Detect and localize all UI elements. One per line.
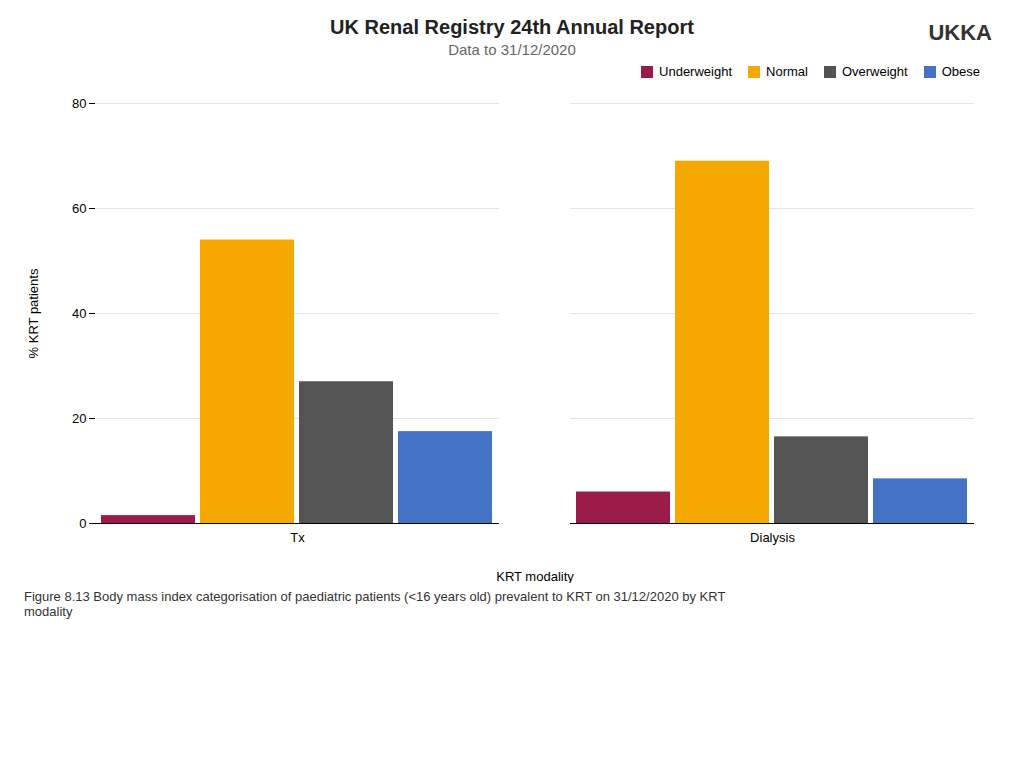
html-text:Figure 8.13 Body mass index ca: Figure 8.13 Body mass index categorisati…: [24, 589, 726, 619]
svg-text:KRT modality: KRT modality: [496, 569, 574, 584]
html-text:Underweight: Underweight: [659, 64, 732, 79]
svg-text:40: 40: [72, 306, 86, 321]
html-text:Normal: Normal: [766, 64, 808, 79]
svg-text:20: 20: [72, 411, 86, 426]
svg-text:% KRT patients: % KRT patients: [26, 268, 41, 358]
svg-text:Tx: Tx: [290, 530, 305, 545]
html-text:Overweight: Overweight: [841, 64, 908, 79]
html-text:UKKA: UKKA: [928, 20, 992, 45]
html-text:UK Renal Registry 24th Annual: UK Renal Registry 24th Annual Report: [330, 16, 694, 38]
svg-text:80: 80: [72, 96, 86, 111]
html-text:Data to 31/12/2020: Data to 31/12/2020: [448, 41, 576, 58]
svg-text:Dialysis: Dialysis: [750, 530, 795, 545]
svg-text:60: 60: [72, 201, 86, 216]
svg-text:0: 0: [79, 516, 86, 531]
html-text:Obese: Obese: [941, 64, 980, 79]
